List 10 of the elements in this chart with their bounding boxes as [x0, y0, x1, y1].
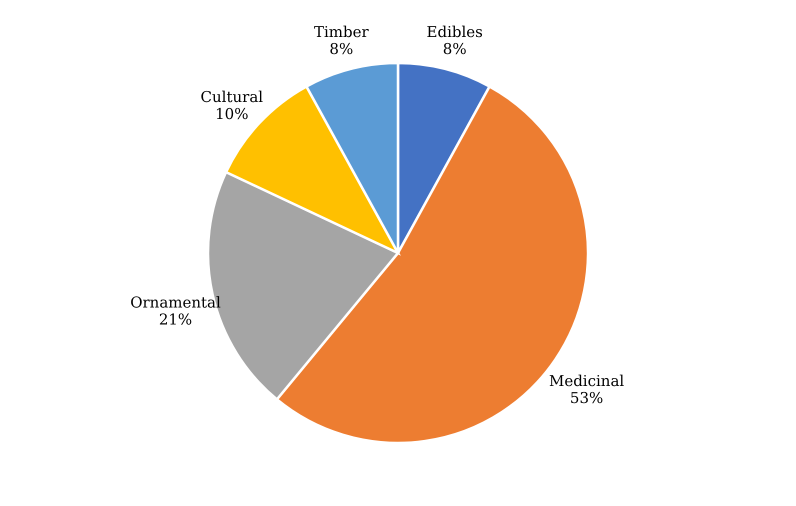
slice-label: Timber	[314, 23, 370, 42]
data-label: 8%	[442, 40, 467, 58]
slice-label: Medicinal	[548, 372, 624, 390]
data-label: 10%	[215, 104, 248, 123]
data-label: 53%	[570, 389, 604, 408]
slice-label: Edibles	[426, 23, 483, 42]
slice-label: Ornamental	[130, 294, 221, 312]
slice-label: Cultural	[200, 88, 264, 106]
data-label: 8%	[329, 40, 354, 58]
data-label: 21%	[158, 310, 192, 329]
